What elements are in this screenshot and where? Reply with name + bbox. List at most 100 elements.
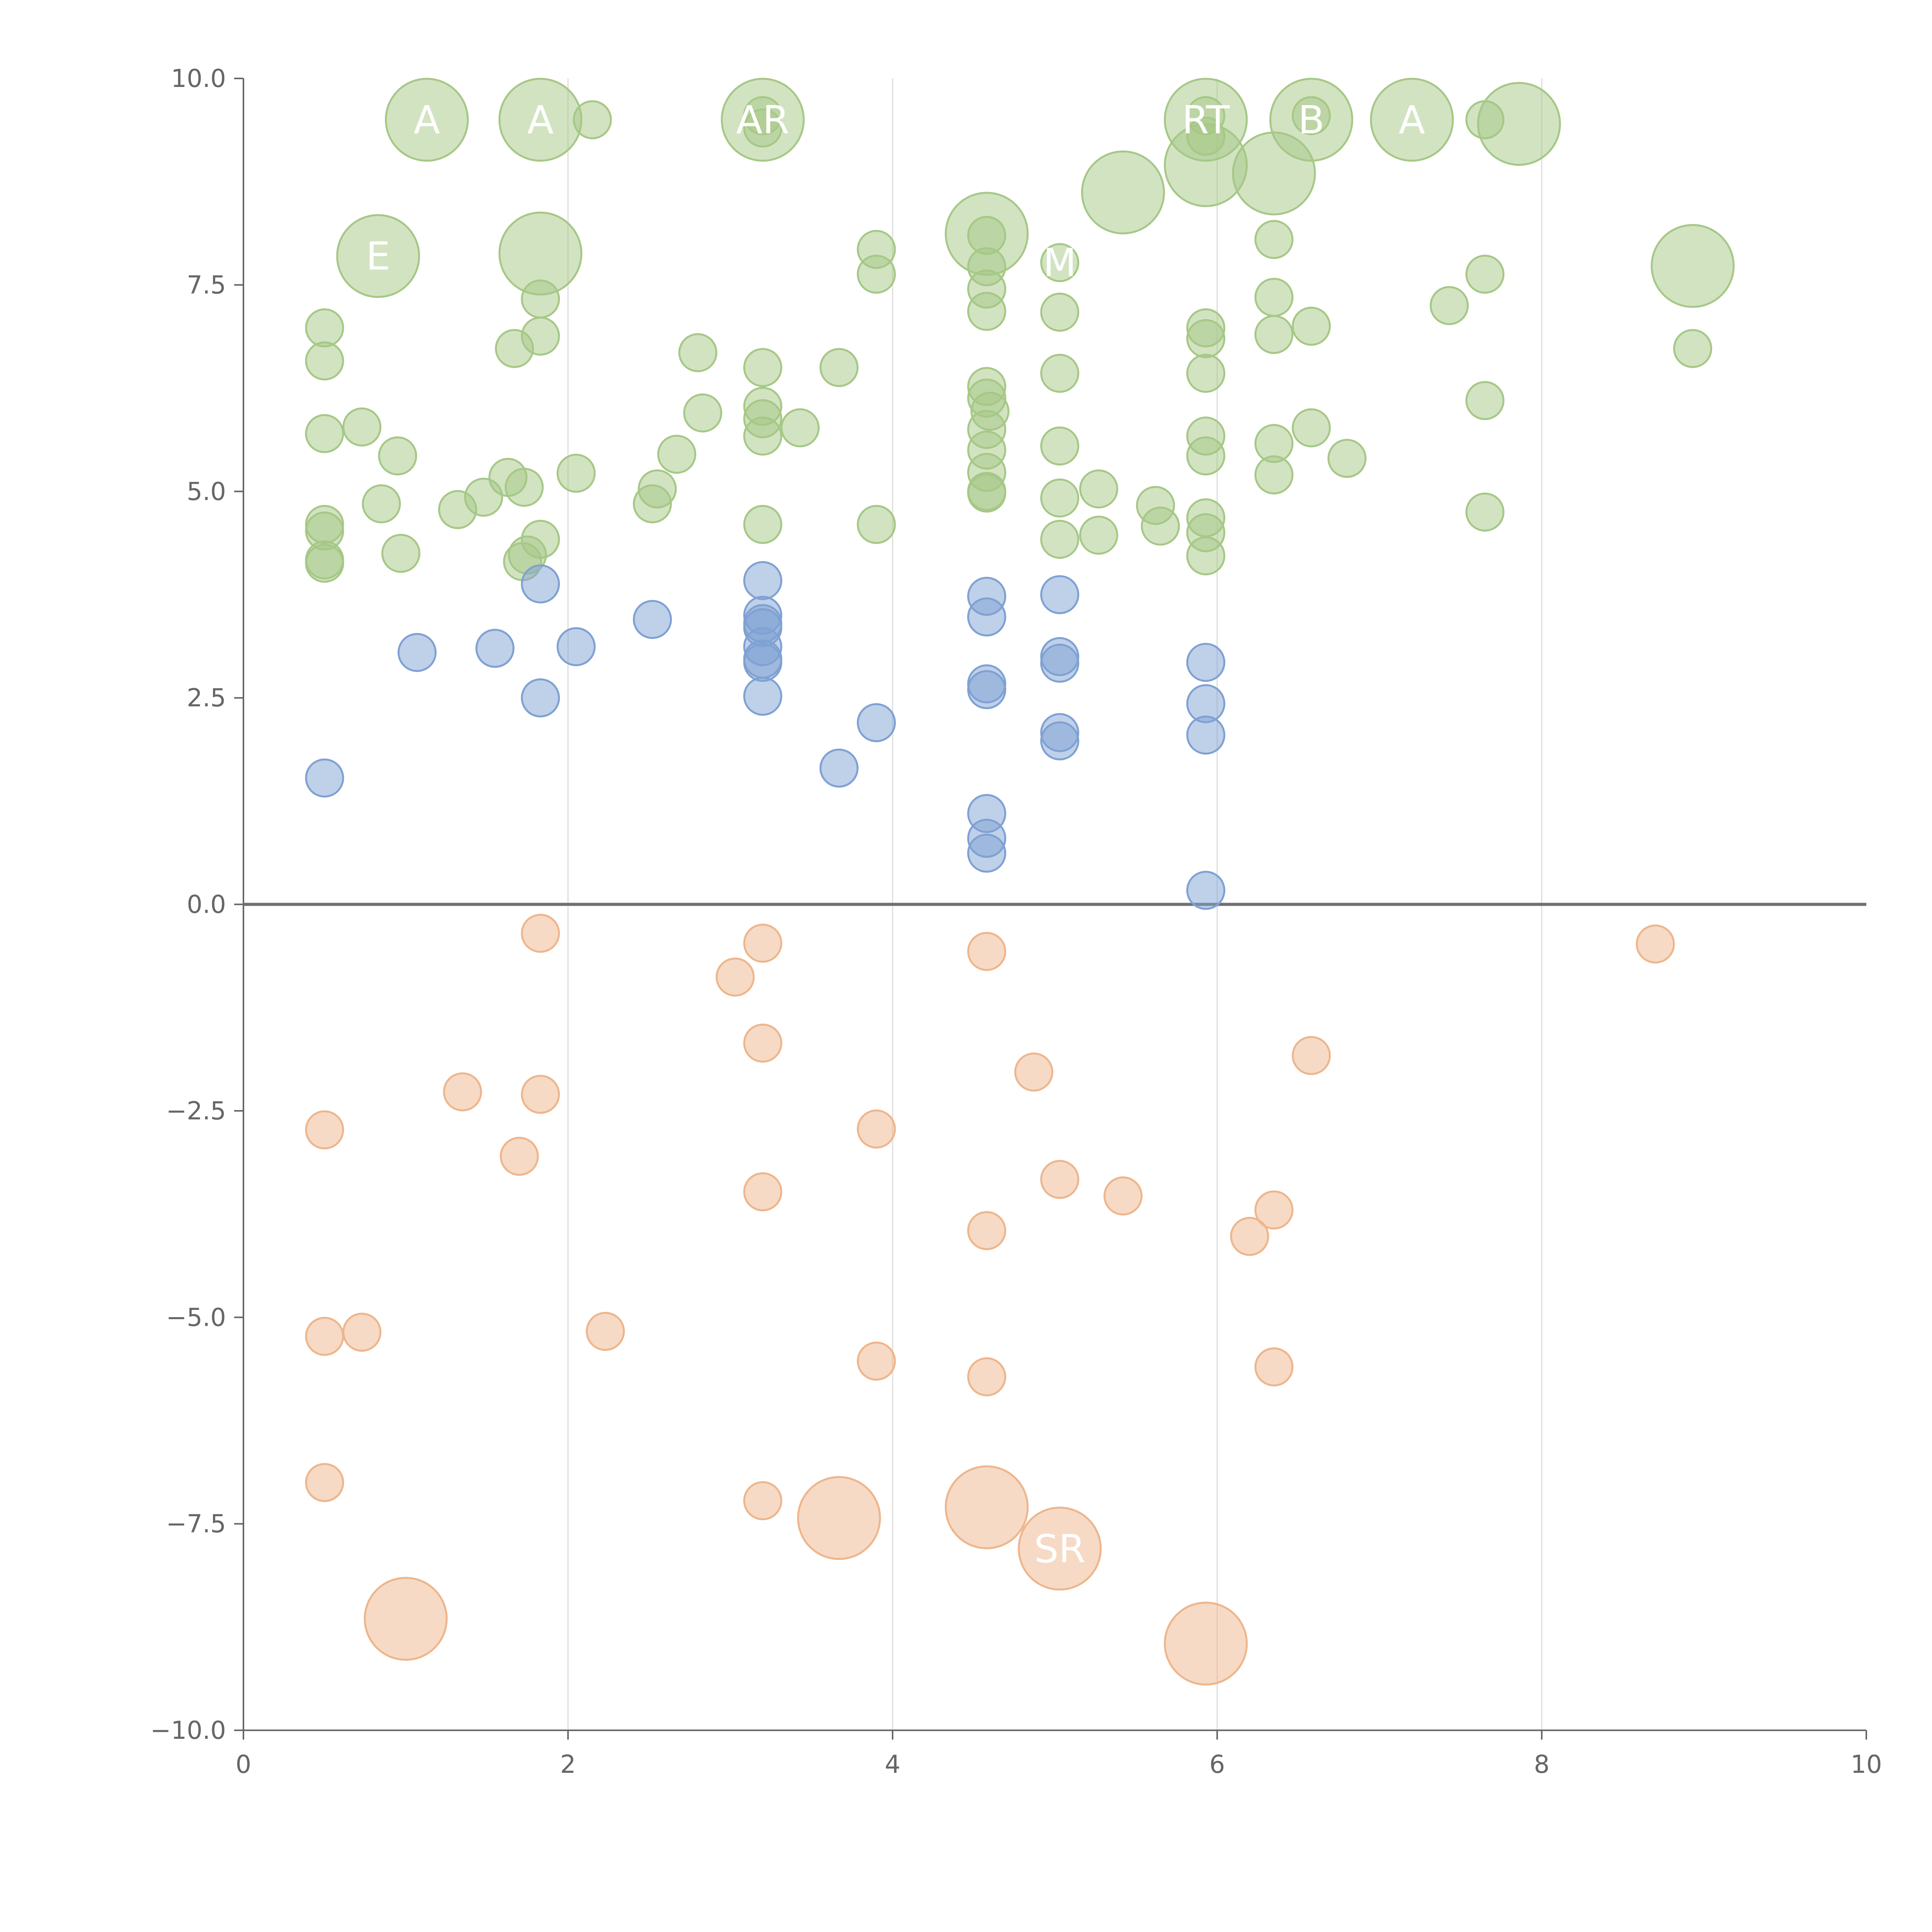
bubble-orange bbox=[500, 1136, 539, 1176]
bubble-orange bbox=[1103, 1176, 1143, 1216]
bubble-orange bbox=[857, 1109, 896, 1149]
y-tick-label: −5.0 bbox=[166, 1303, 226, 1332]
bubble-green bbox=[1651, 224, 1735, 308]
bubble-orange bbox=[1636, 924, 1675, 964]
bubble-orange bbox=[743, 1481, 782, 1520]
bubble-annotation: A bbox=[413, 97, 440, 143]
bubble-orange bbox=[797, 1476, 881, 1560]
bubble-green bbox=[633, 484, 672, 524]
bubble-annotation: B bbox=[1298, 97, 1325, 143]
bubble-green bbox=[1040, 520, 1080, 559]
bubble-annotation: E bbox=[366, 234, 390, 279]
bubble-orange bbox=[586, 1312, 625, 1351]
bubble-blue bbox=[819, 748, 859, 788]
bubble-green bbox=[1673, 329, 1713, 368]
bubble-orange bbox=[967, 932, 1007, 971]
bubble-orange bbox=[857, 1342, 896, 1381]
bubble-orange bbox=[743, 923, 782, 963]
y-tick-label: −2.5 bbox=[166, 1097, 226, 1126]
y-tick-label: −7.5 bbox=[166, 1510, 226, 1539]
bubble-green bbox=[362, 484, 401, 524]
bubble-annotation: SR bbox=[1034, 1526, 1085, 1571]
bubble-green bbox=[967, 292, 1007, 331]
y-tick-label: 5.0 bbox=[187, 478, 226, 506]
bubble-green bbox=[1040, 354, 1080, 393]
bubble-labels: A A AR RT B A M E SR bbox=[366, 97, 1425, 1571]
bubble-blue bbox=[1040, 721, 1080, 760]
bubble-green bbox=[1040, 478, 1080, 518]
bubble-green bbox=[967, 473, 1007, 513]
bubble-green bbox=[378, 436, 417, 476]
x-tick-label: 4 bbox=[885, 1750, 901, 1779]
bubble-green bbox=[1477, 82, 1561, 166]
bubble-green bbox=[573, 100, 612, 139]
bubble-blue bbox=[521, 678, 560, 718]
bubble-annotation: A bbox=[1399, 97, 1425, 143]
bubble-green bbox=[1186, 536, 1226, 575]
bubble-blue bbox=[1186, 871, 1226, 910]
bubble-orange bbox=[364, 1577, 448, 1661]
bubble-points bbox=[305, 78, 1735, 1686]
bubble-green bbox=[336, 214, 420, 298]
bubble-green bbox=[385, 78, 469, 162]
bubble-blue bbox=[475, 629, 515, 668]
bubble-green bbox=[781, 408, 820, 447]
bubble-green bbox=[1232, 131, 1316, 216]
bubble-green bbox=[1040, 426, 1080, 466]
bubble-green bbox=[305, 414, 344, 453]
bubble-green bbox=[1292, 408, 1331, 447]
bubble-orange bbox=[1018, 1507, 1102, 1591]
y-tick-label: 7.5 bbox=[187, 271, 226, 299]
bubble-green bbox=[657, 435, 696, 474]
bubble-annotation: RT bbox=[1182, 97, 1230, 143]
bubble-orange bbox=[1254, 1190, 1294, 1230]
x-tick-label: 6 bbox=[1209, 1750, 1225, 1779]
bubble-green bbox=[1254, 220, 1294, 259]
bubble-green bbox=[556, 454, 596, 493]
bubble-green bbox=[1254, 455, 1294, 495]
bubble-green bbox=[1465, 255, 1505, 294]
bubble-green bbox=[1186, 319, 1226, 358]
bubble-green bbox=[1079, 515, 1118, 555]
bubble-orange bbox=[1292, 1036, 1331, 1075]
bubble-orange bbox=[1230, 1217, 1269, 1256]
bubble-green bbox=[505, 468, 544, 507]
bubble-green bbox=[1040, 243, 1080, 282]
bubble-orange bbox=[743, 1024, 782, 1063]
bubble-blue bbox=[1186, 643, 1226, 682]
bubble-annotation: AR bbox=[736, 97, 789, 143]
x-tick-label: 10 bbox=[1850, 1750, 1882, 1779]
bubble-green bbox=[1327, 439, 1367, 478]
bubble-blue bbox=[1186, 715, 1226, 755]
bubble-blue bbox=[857, 703, 896, 742]
bubble-orange bbox=[743, 1172, 782, 1211]
bubble-orange bbox=[945, 1465, 1029, 1549]
bubble-blue bbox=[633, 600, 672, 639]
bubble-green bbox=[1465, 381, 1505, 420]
bubble-green bbox=[743, 505, 782, 544]
bubble-green bbox=[1186, 354, 1226, 393]
bubble-blue bbox=[397, 633, 437, 672]
bubble-blue bbox=[556, 627, 596, 667]
bubble-blue bbox=[967, 833, 1007, 873]
bubble-green bbox=[743, 108, 782, 148]
bubble-green bbox=[1079, 469, 1118, 509]
bubble-orange bbox=[716, 957, 755, 997]
bubble-green bbox=[521, 279, 560, 319]
bubble-blue bbox=[743, 561, 782, 600]
bubble-green bbox=[1370, 78, 1454, 162]
bubble-green bbox=[1254, 277, 1294, 317]
bubble-orange bbox=[1164, 1602, 1248, 1686]
bubble-green bbox=[1430, 286, 1469, 325]
y-tick-label: 2.5 bbox=[187, 684, 226, 713]
bubble-green bbox=[305, 341, 344, 381]
bubble-orange bbox=[1254, 1347, 1294, 1386]
y-tick-label: 0.0 bbox=[187, 891, 226, 919]
bubble-green bbox=[1292, 306, 1331, 346]
x-tick-label: 8 bbox=[1534, 1750, 1550, 1779]
bubble-green bbox=[819, 348, 859, 387]
bubble-blue bbox=[521, 564, 560, 604]
y-tick-label: 10.0 bbox=[171, 65, 226, 93]
x-tick-label: 0 bbox=[236, 1750, 252, 1779]
